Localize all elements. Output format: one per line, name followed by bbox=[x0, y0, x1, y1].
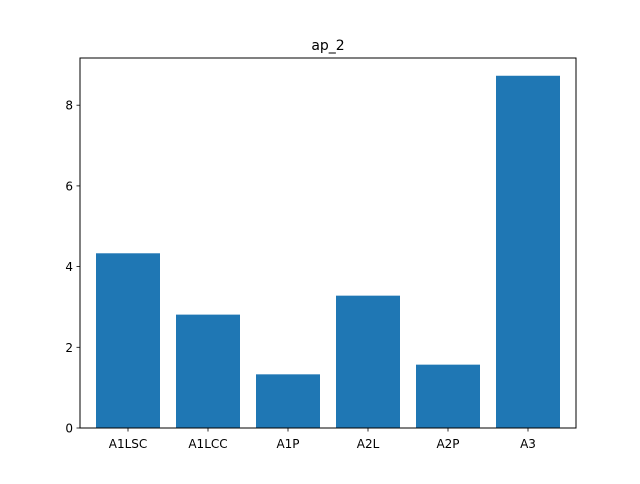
y-tick-label: 4 bbox=[65, 260, 73, 274]
bar bbox=[496, 75, 560, 429]
x-tick-label: A1LCC bbox=[188, 437, 227, 451]
bar bbox=[416, 364, 480, 428]
y-tick-label: 8 bbox=[65, 99, 73, 113]
x-tick-label: A3 bbox=[520, 437, 536, 451]
y-tick-label: 6 bbox=[65, 179, 73, 193]
bar bbox=[336, 295, 400, 428]
chart-title: ap_2 bbox=[311, 38, 344, 54]
bar bbox=[176, 314, 240, 428]
x-tick-label: A2P bbox=[436, 437, 459, 451]
y-tick-label: 2 bbox=[65, 341, 73, 355]
bar bbox=[96, 253, 160, 428]
y-tick-label: 0 bbox=[65, 422, 73, 436]
bars-layer bbox=[96, 75, 560, 429]
axes: A1LSC A1LCC A1P A2L A2P A3 0 2 4 6 8 bbox=[65, 99, 536, 451]
x-tick-label: A1P bbox=[276, 437, 299, 451]
bar bbox=[256, 374, 320, 428]
x-tick-label: A1LSC bbox=[109, 437, 148, 451]
x-tick-label: A2L bbox=[357, 437, 380, 451]
plot-frame bbox=[79, 57, 577, 429]
